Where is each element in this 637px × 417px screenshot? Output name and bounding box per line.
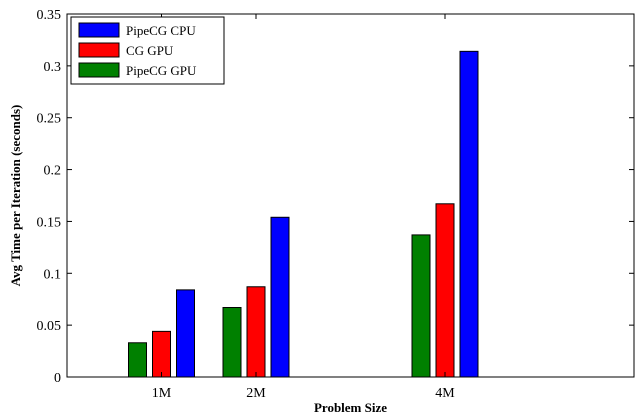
y-tick-label: 0: [54, 371, 61, 386]
bar-cg-gpu-1M: [152, 330, 171, 378]
bars-layer: [128, 50, 479, 378]
legend: PipeCG CPU CG GPU PipeCG GPU: [70, 16, 225, 85]
legend-label: CG GPU: [126, 43, 174, 58]
x-axis-label: Problem Size: [314, 400, 387, 415]
plot-area-frame: [66, 13, 635, 378]
y-tick-label: 0.2: [44, 164, 62, 179]
bar-pipecg-cpu-4M: [459, 50, 479, 378]
y-tick-label: 0.25: [37, 112, 62, 127]
y-tick-label: 0.05: [37, 319, 62, 334]
y-tick-label: 0.35: [37, 8, 62, 23]
bar-pipecg-gpu-4M: [411, 234, 431, 378]
y-axis-label: Avg Time per Iteration (seconds): [8, 105, 23, 287]
bar-pipecg-cpu-2M: [270, 216, 290, 378]
x-tick-label: 2M: [246, 386, 266, 401]
x-tick-label: 4M: [435, 386, 455, 401]
x-tick-label: 1M: [152, 386, 172, 401]
y-tick-label: 0.15: [37, 215, 62, 230]
bar-cg-gpu-4M: [435, 203, 455, 378]
y-tick-label: 0.1: [44, 267, 62, 282]
bar-pipecg-gpu-1M: [128, 342, 147, 378]
legend-label: PipeCG CPU: [126, 23, 196, 38]
bar-cg-gpu-2M: [246, 286, 266, 378]
legend-swatch: [78, 62, 120, 78]
bar-pipecg-gpu-2M: [222, 307, 242, 378]
x-axis: 1M 2M 4M: [152, 14, 455, 401]
legend-swatch: [78, 42, 120, 58]
y-tick-label: 0.3: [44, 60, 62, 75]
legend-swatch: [78, 22, 120, 38]
bar-pipecg-cpu-1M: [176, 289, 195, 378]
legend-label: PipeCG GPU: [126, 63, 197, 78]
